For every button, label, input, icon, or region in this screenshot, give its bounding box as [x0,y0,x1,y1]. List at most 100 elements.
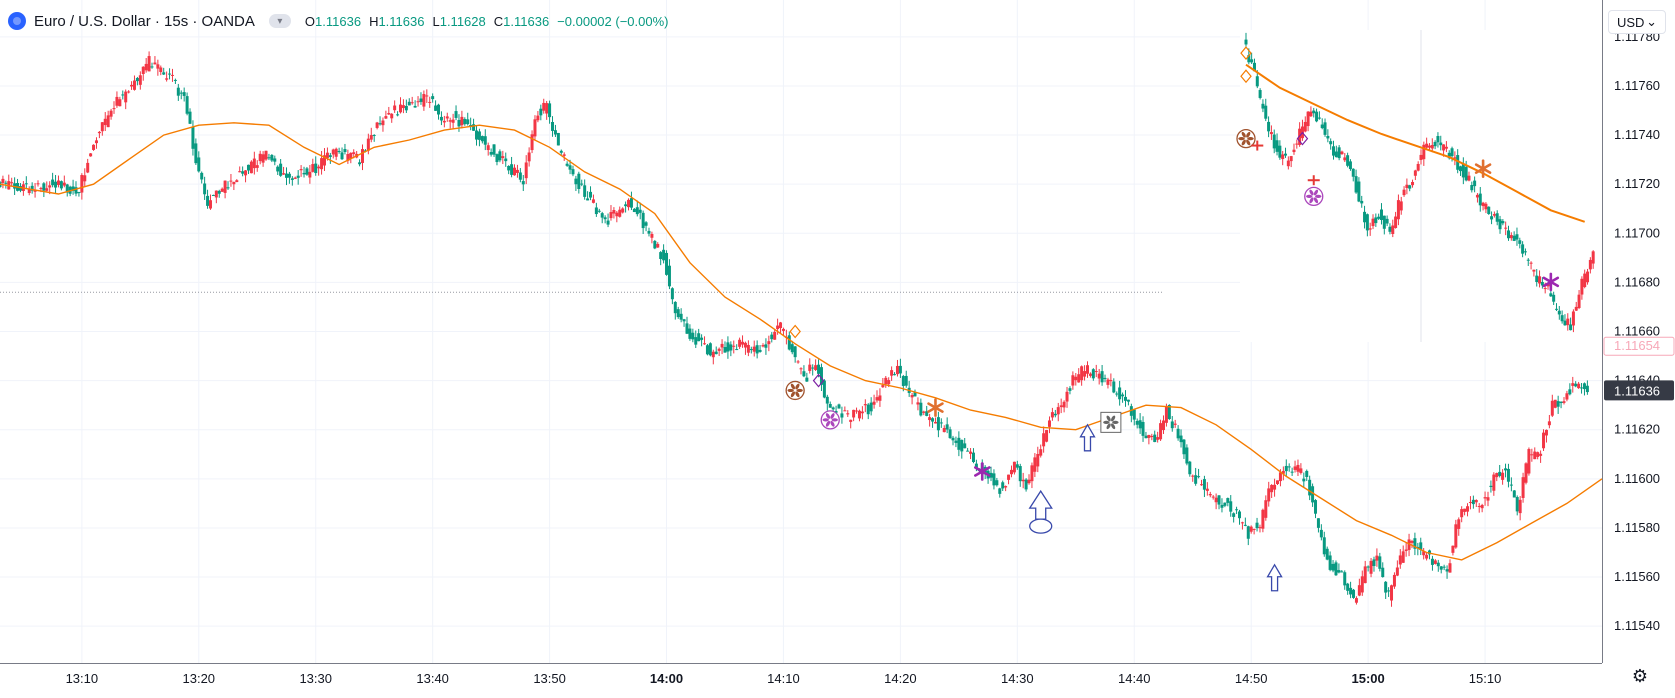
candle-body [299,169,303,171]
candle-body [1250,59,1254,63]
candle-body [246,164,250,171]
candle-body [1068,388,1072,391]
candle-body [279,163,283,176]
candle-body [556,132,560,146]
candle-body [1530,454,1534,456]
pinwheel-icon[interactable] [1236,128,1256,149]
candle-body [1425,554,1429,559]
candle-body [1538,276,1542,284]
candle-body [945,424,949,430]
candle-body [919,402,923,416]
pinwheel-icon[interactable] [785,380,805,401]
candle-body [51,179,55,186]
inset-moving-average-line [1245,63,1586,223]
candle-body [1292,149,1296,153]
candle-body [577,173,581,189]
candle-body [1368,228,1372,230]
candle-body [1332,146,1335,156]
asterisk-icon[interactable] [974,462,991,481]
candle-body [1501,221,1505,224]
candle-body [115,96,119,106]
candle-body [682,319,686,322]
candle-body [530,134,534,151]
candle-body [1495,473,1499,478]
diamond-outline-icon[interactable] [812,373,825,388]
candle-body [1255,522,1259,529]
candle-body [1539,453,1543,456]
pinwheel-box-icon[interactable] [1100,411,1122,433]
candle-body [1208,494,1212,496]
currency-select[interactable]: USD ⌄ [1608,10,1666,34]
candle-body [1132,409,1136,420]
candle-body [998,488,1002,494]
candle-body [1524,463,1528,483]
candle-body [705,345,709,355]
candle-body [492,144,496,155]
candle-body [387,113,391,115]
candle-body [551,122,555,131]
candle-body [1512,490,1516,498]
candle-body [1176,428,1180,439]
candle-body [1463,508,1467,512]
cross-icon[interactable] [1251,140,1264,151]
pinwheel-icon[interactable] [1304,186,1324,207]
candle-body [457,120,461,127]
up-arrow-icon[interactable] [1266,563,1283,592]
candle-body [1027,479,1031,484]
moving-average-line [0,122,1603,561]
up-arrow-icon[interactable] [1079,423,1096,452]
candle-body [1141,421,1145,436]
pinwheel-icon[interactable] [820,410,840,430]
diamond-outline-icon[interactable] [1240,69,1252,84]
candle-body [366,138,370,151]
gear-icon[interactable]: ⚙ [1631,666,1649,686]
candle-body [200,172,204,180]
candle-body [384,116,388,119]
candle-body [553,130,557,135]
candle-body [1088,373,1092,376]
diamond-outline-icon[interactable] [1240,46,1252,61]
candle-body [764,344,768,348]
candle-body [1343,157,1347,161]
asterisk-icon[interactable] [927,398,944,417]
candle-body [536,115,540,121]
candle-body [434,105,438,111]
candle-body [1533,451,1537,460]
candle-body [1378,556,1382,569]
asterisk-icon[interactable] [1542,272,1560,292]
symbol-title[interactable]: Euro / U.S. Dollar · 15s · OANDA [34,12,255,30]
large-up-arrow-icon[interactable] [1028,489,1053,534]
candle-body [325,152,329,159]
candle-body [875,397,879,401]
candle-body [1001,482,1005,489]
diamond-outline-icon[interactable] [1296,131,1309,146]
candle-body [1480,505,1484,509]
candle-body [1033,457,1037,472]
time-tick-label: 14:00 [650,671,683,686]
candle-body [206,195,210,206]
candle-body [1316,518,1320,528]
candle-body [1214,497,1218,503]
candle-body [226,187,230,189]
candle-body [1036,453,1040,467]
candle-body [612,210,616,214]
candle-body [431,96,435,100]
candle-body [1521,244,1525,254]
candle-body [1369,560,1373,574]
price-tick-label: 1.11580 [1614,520,1660,535]
candle-body [97,131,101,134]
candle-body [799,368,803,370]
candle-body [54,181,58,188]
candle-body [627,199,631,208]
candle-body [1232,513,1236,517]
cross-icon[interactable] [1307,175,1320,186]
diamond-outline-icon[interactable] [789,324,801,339]
candle-body [448,120,452,122]
candle-body [1460,509,1464,518]
asterisk-icon[interactable] [1474,159,1492,178]
candle-body [1509,235,1513,239]
candle-body [1306,111,1310,127]
chevron-toggle-icon[interactable]: ▾ [268,14,291,28]
